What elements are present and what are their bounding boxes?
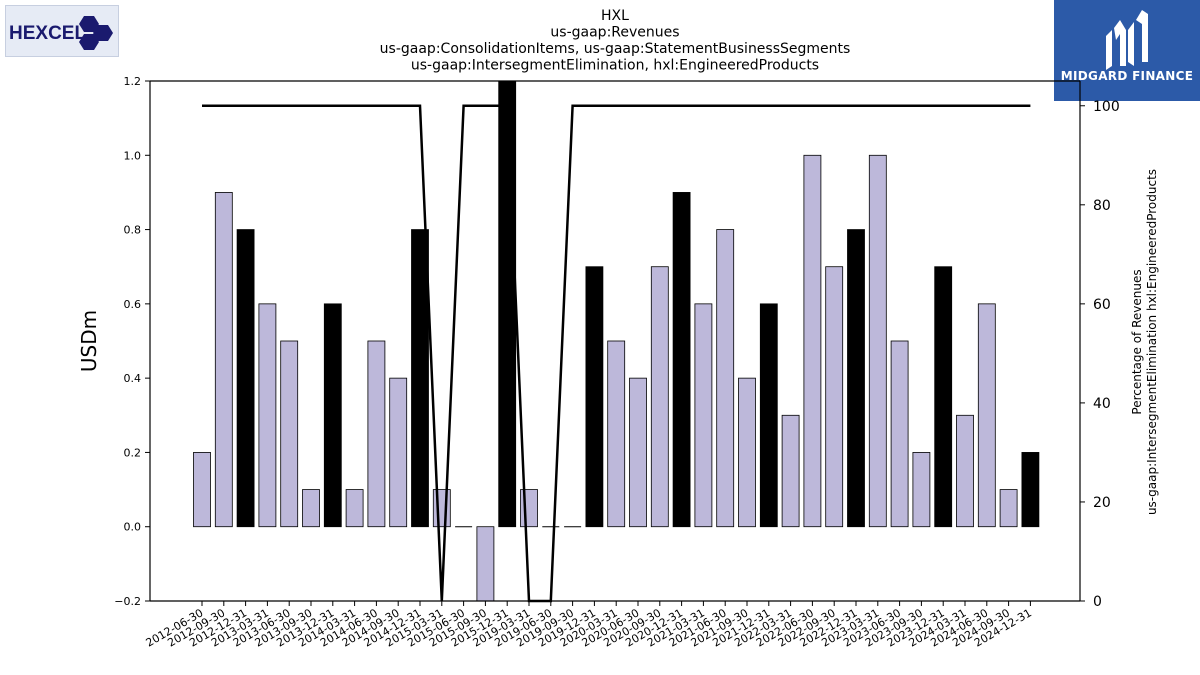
chart-title-line: us-gaap:Revenues	[550, 25, 679, 41]
bar	[607, 340, 626, 528]
midgard-finance-logo: MIDGARD FINANCE	[1054, 0, 1200, 101]
bar	[890, 340, 909, 528]
bar	[738, 377, 756, 528]
percentage-line-series	[202, 104, 1031, 603]
bar	[956, 414, 974, 528]
chart-title-line: us-gaap:ConsolidationItems, us-gaap:Stat…	[380, 41, 851, 57]
y2-tick-label: 40	[1093, 396, 1111, 412]
y2-axis-ticks: 0 20 40 60 80 100	[1080, 99, 1120, 610]
y-axis-ticks: −0.2 0.0 0.2 0.4 0.6 0.8 1.0 1.2	[114, 75, 150, 608]
bar	[629, 377, 647, 528]
y-tick-label: 0.0	[124, 521, 142, 534]
bar	[389, 377, 408, 528]
y-tick-label: 0.6	[124, 298, 142, 311]
bar	[999, 489, 1018, 528]
bar	[934, 266, 953, 528]
bar	[759, 303, 778, 528]
bar	[825, 266, 844, 528]
bar	[781, 414, 800, 528]
x-axis-ticks: 2012-06-302012-09-302012-12-312013-03-31…	[144, 601, 1034, 650]
bar	[672, 192, 691, 528]
y2-tick-label: 0	[1093, 594, 1102, 610]
midgard-logo-text: MIDGARD FINANCE	[1060, 69, 1194, 83]
hexcel-logo-text: HEXCEL	[9, 23, 86, 44]
midgard-logo-icon	[1106, 10, 1148, 70]
y-axis-label: USDm	[77, 310, 101, 372]
chart-title-line: HXL	[601, 8, 629, 24]
bar	[280, 340, 299, 528]
bar	[977, 303, 996, 528]
bar	[847, 229, 865, 528]
bar	[345, 489, 364, 528]
y2-axis-label-line: Percentage of Revenues	[1130, 269, 1144, 414]
axes	[149, 80, 1081, 602]
y2-axis-label-line: us-gaap:IntersegmentElimination hxl:Engi…	[1145, 169, 1159, 515]
bar	[694, 303, 713, 528]
bar	[193, 452, 211, 528]
y-tick-label: −0.2	[114, 595, 141, 608]
bar	[498, 80, 517, 528]
bar	[912, 452, 931, 528]
bars	[193, 80, 1040, 602]
y-tick-label: 0.4	[124, 372, 142, 385]
axis-labels: USDm Percentage of Revenues us-gaap:Inters…	[77, 169, 1159, 515]
y2-tick-label: 80	[1093, 198, 1111, 214]
bar	[650, 266, 669, 528]
hexagon-icon	[79, 16, 113, 50]
y-tick-label: 1.2	[124, 75, 142, 88]
chart-title-line: us-gaap:IntersegmentElimination, hxl:Eng…	[411, 58, 819, 74]
hexcel-logo-mark: HEXCEL	[9, 16, 113, 50]
y-tick-label: 1.0	[124, 149, 142, 162]
bar	[476, 526, 495, 602]
bar	[868, 154, 887, 528]
bar	[803, 154, 822, 528]
bar	[323, 303, 342, 528]
bar	[520, 489, 538, 528]
bar	[432, 489, 451, 528]
y-tick-label: 0.2	[124, 446, 142, 459]
y2-tick-label: 20	[1093, 495, 1111, 511]
bar	[214, 192, 233, 528]
bar	[716, 229, 735, 528]
bar	[236, 229, 255, 528]
bar	[258, 303, 277, 528]
bar	[585, 266, 604, 528]
y-tick-label: 0.8	[124, 224, 142, 237]
percentage-line	[202, 104, 1031, 603]
y2-tick-label: 100	[1093, 99, 1120, 115]
chart-title: HXLus-gaap:Revenuesus-gaap:Consolidation…	[380, 8, 851, 74]
y2-tick-label: 60	[1093, 297, 1111, 313]
bar	[411, 229, 429, 528]
hexcel-logo: HEXCEL	[5, 5, 119, 57]
bar	[1021, 452, 1040, 528]
bar	[302, 489, 320, 528]
bar	[367, 340, 386, 528]
